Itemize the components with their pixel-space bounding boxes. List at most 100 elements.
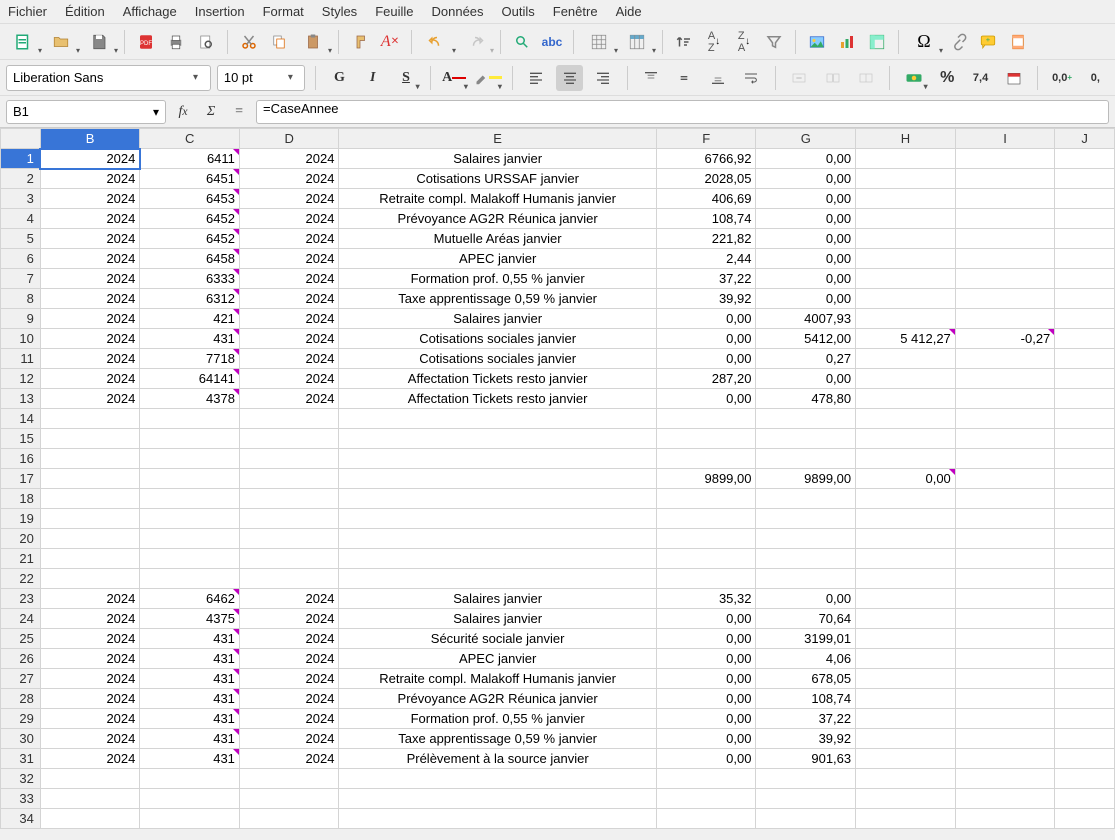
cell-J15[interactable] bbox=[1055, 429, 1115, 449]
cell-J7[interactable] bbox=[1055, 269, 1115, 289]
cell-F20[interactable] bbox=[656, 529, 756, 549]
cell-I19[interactable] bbox=[955, 509, 1055, 529]
cell-E14[interactable] bbox=[339, 409, 656, 429]
cell-J13[interactable] bbox=[1055, 389, 1115, 409]
row-header-7[interactable]: 7 bbox=[1, 269, 41, 289]
cell-B34[interactable] bbox=[40, 809, 140, 829]
cell-I33[interactable] bbox=[955, 789, 1055, 809]
col-header-H[interactable]: H bbox=[856, 129, 956, 149]
font-name-input[interactable] bbox=[13, 70, 189, 85]
cell-B14[interactable] bbox=[40, 409, 140, 429]
cell-H6[interactable] bbox=[856, 249, 956, 269]
cell-E18[interactable] bbox=[339, 489, 656, 509]
cell-J11[interactable] bbox=[1055, 349, 1115, 369]
row-header-33[interactable]: 33 bbox=[1, 789, 41, 809]
cell-H26[interactable] bbox=[856, 649, 956, 669]
row-header-25[interactable]: 25 bbox=[1, 629, 41, 649]
cell-I15[interactable] bbox=[955, 429, 1055, 449]
font-name-combo[interactable]: ▾ bbox=[6, 65, 211, 91]
function-wizard-button[interactable]: fx bbox=[172, 101, 194, 123]
cell-D15[interactable] bbox=[239, 429, 339, 449]
pdf-export-button[interactable]: PDF bbox=[133, 29, 159, 55]
cell-H25[interactable] bbox=[856, 629, 956, 649]
cell-D13[interactable]: 2024 bbox=[239, 389, 339, 409]
cell-H21[interactable] bbox=[856, 549, 956, 569]
cell-J28[interactable] bbox=[1055, 689, 1115, 709]
cell-I20[interactable] bbox=[955, 529, 1055, 549]
chevron-down-icon[interactable]: ▾ bbox=[288, 72, 293, 83]
valign-bottom-button[interactable] bbox=[704, 65, 731, 91]
copy-button[interactable] bbox=[266, 29, 292, 55]
cell-E16[interactable] bbox=[339, 449, 656, 469]
cell-J17[interactable] bbox=[1055, 469, 1115, 489]
cut-button[interactable] bbox=[236, 29, 262, 55]
row-header-18[interactable]: 18 bbox=[1, 489, 41, 509]
cell-H31[interactable] bbox=[856, 749, 956, 769]
cell-C4[interactable]: 6452 bbox=[140, 209, 240, 229]
merge-center-button[interactable] bbox=[819, 65, 846, 91]
cell-F10[interactable]: 0,00 bbox=[656, 329, 756, 349]
row-header-10[interactable]: 10 bbox=[1, 329, 41, 349]
cell-D22[interactable] bbox=[239, 569, 339, 589]
cell-I4[interactable] bbox=[955, 209, 1055, 229]
cell-H5[interactable] bbox=[856, 229, 956, 249]
cell-I25[interactable] bbox=[955, 629, 1055, 649]
col-header-J[interactable]: J bbox=[1055, 129, 1115, 149]
cell-F19[interactable] bbox=[656, 509, 756, 529]
paste-button[interactable] bbox=[296, 29, 330, 55]
row-header-9[interactable]: 9 bbox=[1, 309, 41, 329]
bold-button[interactable]: G bbox=[326, 65, 353, 91]
cell-H14[interactable] bbox=[856, 409, 956, 429]
currency-button[interactable] bbox=[900, 65, 927, 91]
cell-G25[interactable]: 3199,01 bbox=[756, 629, 856, 649]
cell-D31[interactable]: 2024 bbox=[239, 749, 339, 769]
cell-I12[interactable] bbox=[955, 369, 1055, 389]
cell-E1[interactable]: Salaires janvier bbox=[339, 149, 656, 169]
col-header-B[interactable]: B bbox=[40, 129, 140, 149]
cell-C3[interactable]: 6453 bbox=[140, 189, 240, 209]
cell-I11[interactable] bbox=[955, 349, 1055, 369]
row-header-31[interactable]: 31 bbox=[1, 749, 41, 769]
chevron-down-icon[interactable]: ▾ bbox=[153, 105, 159, 119]
align-center-button[interactable] bbox=[556, 65, 583, 91]
cell-D9[interactable]: 2024 bbox=[239, 309, 339, 329]
cell-B8[interactable]: 2024 bbox=[40, 289, 140, 309]
cell-H22[interactable] bbox=[856, 569, 956, 589]
cell-G3[interactable]: 0,00 bbox=[756, 189, 856, 209]
cell-F24[interactable]: 0,00 bbox=[656, 609, 756, 629]
cell-C2[interactable]: 6451 bbox=[140, 169, 240, 189]
cell-B10[interactable]: 2024 bbox=[40, 329, 140, 349]
cell-D33[interactable] bbox=[239, 789, 339, 809]
row-header-11[interactable]: 11 bbox=[1, 349, 41, 369]
cell-H32[interactable] bbox=[856, 769, 956, 789]
sort-desc-button[interactable]: ZA↓ bbox=[731, 29, 757, 55]
cell-H28[interactable] bbox=[856, 689, 956, 709]
cell-C16[interactable] bbox=[140, 449, 240, 469]
row-header-13[interactable]: 13 bbox=[1, 389, 41, 409]
cell-I22[interactable] bbox=[955, 569, 1055, 589]
cell-H18[interactable] bbox=[856, 489, 956, 509]
cell-I24[interactable] bbox=[955, 609, 1055, 629]
col-header-F[interactable]: F bbox=[656, 129, 756, 149]
cell-F6[interactable]: 2,44 bbox=[656, 249, 756, 269]
italic-button[interactable]: I bbox=[359, 65, 386, 91]
cell-E9[interactable]: Salaires janvier bbox=[339, 309, 656, 329]
cell-J9[interactable] bbox=[1055, 309, 1115, 329]
cell-C23[interactable]: 6462 bbox=[140, 589, 240, 609]
cell-G14[interactable] bbox=[756, 409, 856, 429]
cell-C1[interactable]: 6411 bbox=[140, 149, 240, 169]
find-replace-button[interactable] bbox=[509, 29, 535, 55]
cell-C30[interactable]: 431 bbox=[140, 729, 240, 749]
cell-G7[interactable]: 0,00 bbox=[756, 269, 856, 289]
cell-D30[interactable]: 2024 bbox=[239, 729, 339, 749]
cell-D19[interactable] bbox=[239, 509, 339, 529]
cell-reference-box[interactable]: ▾ bbox=[6, 100, 166, 124]
cell-F34[interactable] bbox=[656, 809, 756, 829]
cell-D17[interactable] bbox=[239, 469, 339, 489]
cell-E31[interactable]: Prélèvement à la source janvier bbox=[339, 749, 656, 769]
cell-F30[interactable]: 0,00 bbox=[656, 729, 756, 749]
cell-B25[interactable]: 2024 bbox=[40, 629, 140, 649]
cell-C14[interactable] bbox=[140, 409, 240, 429]
row-header-23[interactable]: 23 bbox=[1, 589, 41, 609]
cell-D27[interactable]: 2024 bbox=[239, 669, 339, 689]
